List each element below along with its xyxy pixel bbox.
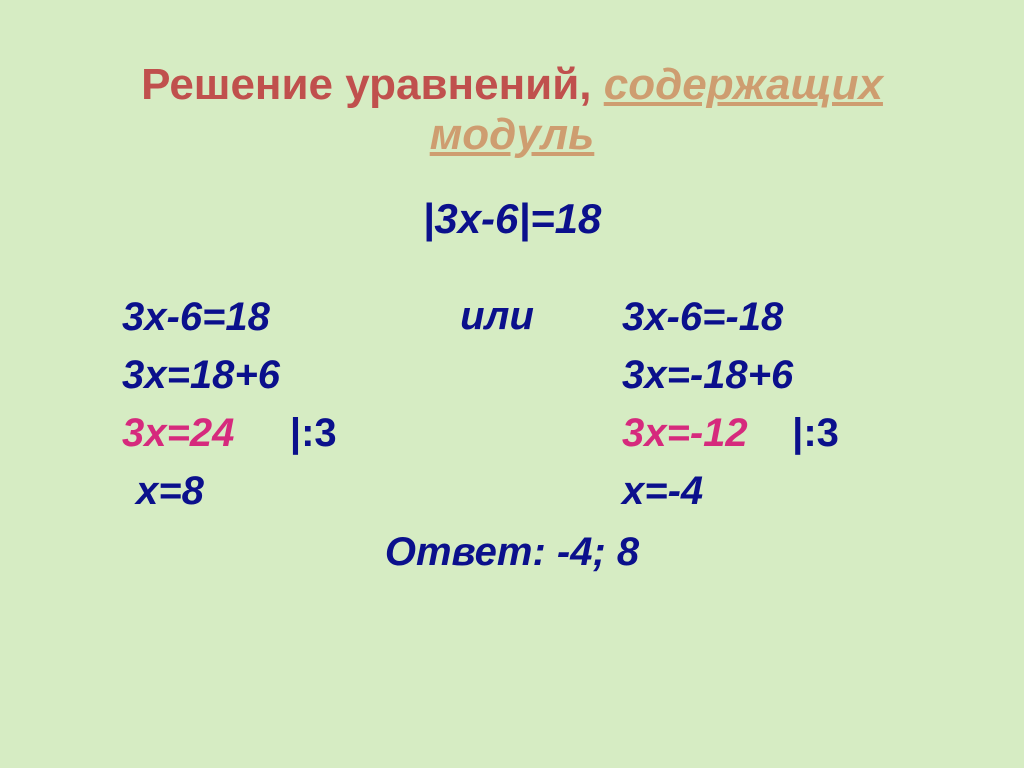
right-line4: x=-4: [622, 462, 902, 520]
right-line2: 3x=-18+6: [622, 346, 902, 404]
title-sub2: модуль: [430, 110, 595, 159]
left-line3-highlight: 3x=24: [122, 411, 234, 455]
solution-columns: 3x-6=18 3x=18+6 3x=24 |:3 x=8 или 3x-6=-…: [122, 288, 902, 520]
left-column: 3x-6=18 3x=18+6 3x=24 |:3 x=8: [122, 288, 402, 520]
left-line1: 3x-6=18: [122, 288, 402, 346]
left-line2: 3x=18+6: [122, 346, 402, 404]
left-line3: 3x=24 |:3: [122, 404, 402, 462]
right-column: 3x-6=-18 3x=-18+6 3x=-12 |:3 x=-4: [622, 288, 902, 520]
answer-line: Ответ: -4; 8: [0, 530, 1024, 575]
right-line3-div: |:3: [792, 411, 839, 455]
right-line3-highlight: 3x=-12: [622, 411, 748, 455]
main-equation: |3x-6|=18: [0, 195, 1024, 243]
title-sub1: содержащих: [604, 60, 883, 109]
right-line3: 3x=-12 |:3: [622, 404, 902, 462]
left-line3-div: |:3: [290, 411, 337, 455]
left-line4: x=8: [122, 462, 402, 520]
slide-title: Решение уравнений, содержащих модуль: [0, 0, 1024, 160]
title-main: Решение уравнений,: [141, 60, 604, 109]
right-line1: 3x-6=-18: [622, 288, 902, 346]
or-word: или: [460, 288, 534, 520]
